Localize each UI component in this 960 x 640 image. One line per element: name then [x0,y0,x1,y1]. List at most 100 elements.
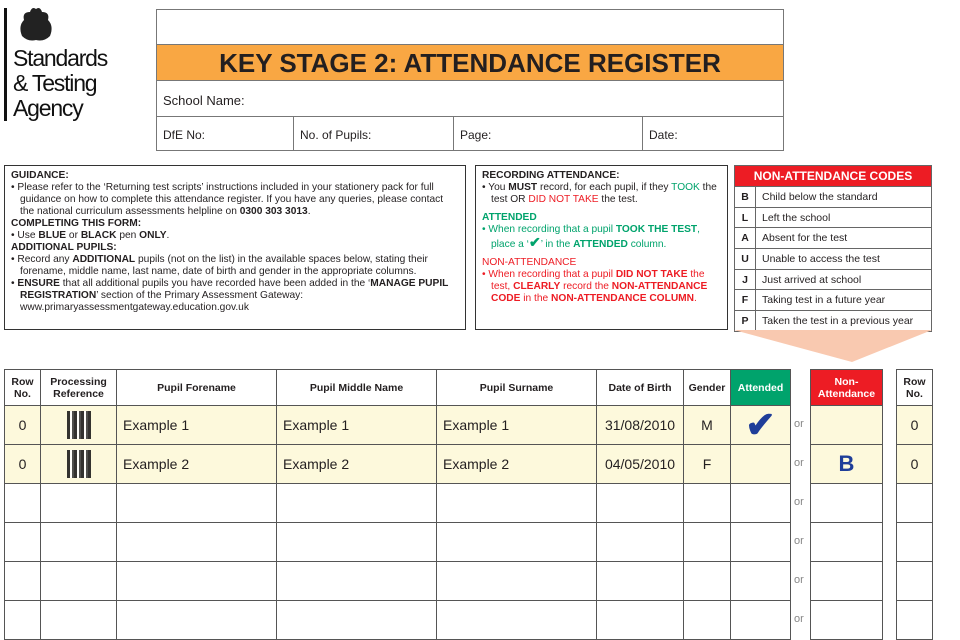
text: the test, [491,269,705,292]
row-no-right-cell [896,522,933,562]
gender-cell[interactable]: F [683,444,731,484]
tick-icon: ✔ [528,234,541,250]
surname-cell[interactable] [436,483,597,523]
text: record, for each pupil, if they [537,182,672,193]
or-label: or [794,574,804,586]
surname-cell[interactable] [436,522,597,562]
row-no-cell [4,600,41,640]
code-row: A Absent for the test [735,227,931,249]
col-middle-name: Pupil Middle Name [276,369,437,406]
barcode-icon [66,450,91,478]
gender-cell[interactable]: M [683,405,731,445]
non-attendance-cell[interactable] [810,483,883,523]
middle-name-cell[interactable]: Example 1 [276,405,437,445]
date-field[interactable]: Date: [649,128,678,142]
dob-cell[interactable] [596,600,684,640]
attended-cell[interactable] [730,561,791,601]
non-attendance-cell[interactable]: B [810,444,883,484]
text: Record any [17,254,73,265]
text: ’ section of the Primary Assessment Gate… [20,290,304,313]
attended-cell[interactable] [730,483,791,523]
gender-cell[interactable] [683,483,731,523]
attended-cell[interactable] [730,600,791,640]
text: the test. [598,194,638,205]
table-row [896,600,933,640]
col-processing-reference: Processing Reference [40,369,117,406]
non-attendance-cell[interactable] [810,561,883,601]
gender-cell[interactable] [683,522,731,562]
table-row [896,483,933,523]
table-row [4,483,791,523]
non-attendance-cell[interactable] [810,405,883,445]
dob-cell[interactable]: 31/08/2010 [596,405,684,445]
table-row [4,600,791,640]
non-attendance-heading: NON-ATTENDANCE [482,257,577,268]
table-row [810,561,883,601]
recording-heading: RECORDING ATTENDANCE: [482,170,620,181]
page-title: KEY STAGE 2: ATTENDANCE REGISTER [157,45,783,81]
middle-name-cell[interactable] [276,600,437,640]
code-row: J Just arrived at school [735,268,931,290]
row-no-right-cell [896,561,933,601]
code-description: Taking test in a future year [762,294,886,307]
surname-cell[interactable]: Example 2 [436,444,597,484]
code-letter: F [735,290,756,311]
text: BLACK [80,230,117,241]
middle-name-cell[interactable] [276,483,437,523]
dob-cell[interactable] [596,561,684,601]
middle-name-cell[interactable] [276,522,437,562]
col-forename: Pupil Forename [116,369,277,406]
table-row: B [810,444,883,484]
middle-name-cell[interactable]: Example 2 [276,444,437,484]
attended-cell[interactable] [730,444,791,484]
processing-reference-cell [40,522,117,562]
or-label: or [794,535,804,547]
forename-cell[interactable] [116,483,277,523]
dfe-no-field[interactable]: DfE No: [157,117,294,150]
text: ATTENDED [573,239,628,250]
text: MUST [508,182,538,193]
col-row-no-right: Row No. [896,369,933,406]
non-attendance-cell[interactable] [810,600,883,640]
middle-name-cell[interactable] [276,561,437,601]
forename-cell[interactable]: Example 2 [116,444,277,484]
table-row [4,561,791,601]
logo-line: Agency [13,95,84,121]
text: the test OR [491,182,717,205]
forename-cell[interactable] [116,522,277,562]
table-row [810,600,883,640]
forename-cell[interactable] [116,561,277,601]
page-field[interactable]: Page: [454,117,643,150]
table-row: 0 Example 2 Example 2 Example 2 04/05/20… [4,444,791,484]
codes-title: NON-ATTENDANCE CODES [735,166,931,186]
surname-cell[interactable] [436,600,597,640]
code-letter: L [735,207,756,228]
school-name-field[interactable]: School Name: [157,81,783,117]
dob-cell[interactable] [596,483,684,523]
gender-cell[interactable] [683,600,731,640]
forename-cell[interactable] [116,600,277,640]
attended-cell[interactable]: ✔ [730,405,791,445]
text: that all additional pupils you have reco… [59,278,371,289]
code-row: B Child below the standard [735,186,931,207]
processing-reference-cell [40,405,117,445]
gender-cell[interactable] [683,561,731,601]
forename-cell[interactable]: Example 1 [116,405,277,445]
text: pen [116,230,140,241]
helpline-number: 0300 303 3013 [239,206,308,217]
code-row: L Left the school [735,206,931,228]
dob-cell[interactable]: 04/05/2010 [596,444,684,484]
code-description: Child below the standard [762,191,878,203]
table-row [896,522,933,562]
surname-cell[interactable] [436,561,597,601]
no-of-pupils-field[interactable]: No. of Pupils: [294,117,454,150]
processing-reference-cell [40,483,117,523]
non-attendance-cell[interactable] [810,522,883,562]
guidance-item: ENSURE that all additional pupils you ha… [11,278,459,314]
recording-item: You MUST record, for each pupil, if they… [482,182,721,206]
attended-cell[interactable] [730,522,791,562]
logo-bar [4,8,7,121]
code-description: Left the school [762,211,831,224]
dob-cell[interactable] [596,522,684,562]
surname-cell[interactable]: Example 1 [436,405,597,445]
